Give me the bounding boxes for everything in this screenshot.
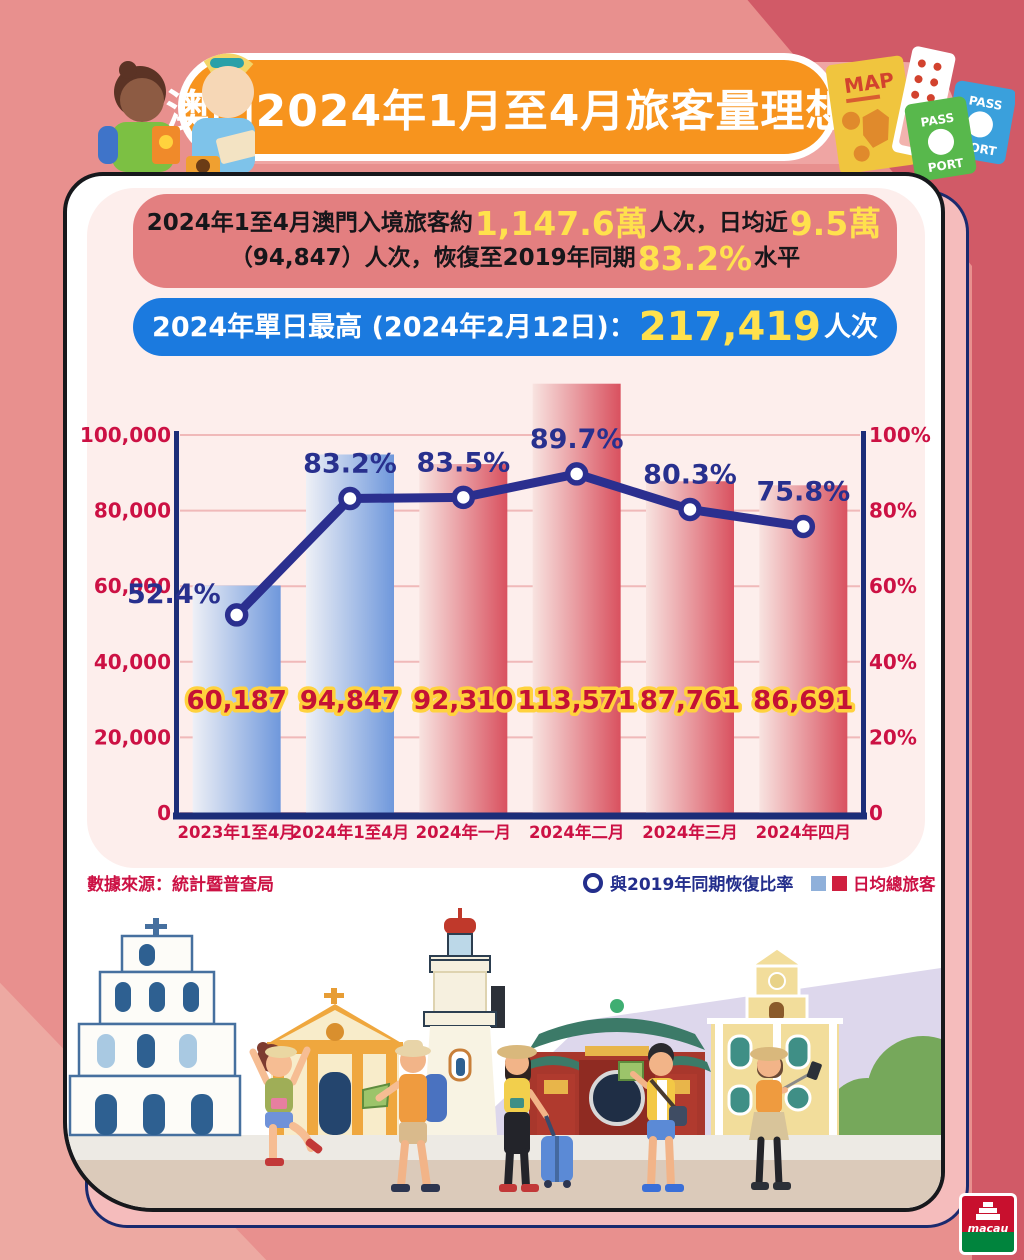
x-axis-label: 2024年三月: [642, 822, 737, 842]
red-bar-swatch: [832, 875, 847, 891]
line-marker: [564, 462, 589, 486]
bush: [867, 1036, 941, 1148]
recovery-line: [232, 469, 808, 620]
summary-text: 水平: [754, 245, 801, 271]
summary-text: 人次: [823, 311, 878, 343]
summary-text: （94,847）人次，恢復至2019年同期: [229, 245, 636, 271]
logo-wordmark: macau: [967, 1222, 1009, 1235]
data-source-label: 數據來源：統計暨普查局: [87, 875, 274, 895]
legend-line-series: 與2019年同期恢復比率: [583, 870, 793, 895]
kid-face: [120, 78, 164, 122]
title-banner: 澳門2024年1月至4月旅客量理想: [166, 53, 849, 161]
main-card: 2024年1至4月澳門入境旅客約 1,147.6萬 人次，日均近 9.5萬 （94,8…: [63, 172, 945, 1212]
svg-text:PASS: PASS: [968, 93, 1004, 113]
left-tick-label: 100,000: [80, 423, 171, 447]
right-tick-label: 100%: [869, 423, 931, 447]
svg-text:PASS: PASS: [920, 111, 956, 130]
line-marker: [451, 485, 476, 510]
svg-text:PORT: PORT: [927, 156, 965, 176]
daily-peak-box: 2024年單日最高 (2024年2月12日)： 217,419 人次: [133, 298, 897, 356]
line-marker: [678, 497, 702, 522]
macau-tourism-logo: macau: [959, 1193, 1017, 1255]
left-tick-label: 80,000: [94, 499, 171, 523]
st-dominics-building: [707, 946, 843, 1135]
yellow-chapel: [267, 988, 403, 1135]
right-tick-label: 80%: [869, 499, 917, 523]
percent-label: 83.5%: [416, 447, 510, 478]
bar-2024年三月: [646, 481, 734, 813]
x-axis-label: 2023年1至4月: [177, 822, 295, 842]
facade-glyph: [976, 1202, 1000, 1220]
travel-icons: MAP PASS PORT PASS PORT: [825, 46, 1015, 182]
x-axis-label: 2024年二月: [529, 822, 624, 842]
legend-bar-series: 日均總旅客: [811, 871, 936, 895]
line-marker: [338, 486, 362, 511]
man-face: [202, 66, 254, 118]
page-title: 澳門2024年1月至4月旅客量理想: [165, 86, 851, 137]
blue-bar-swatch: [811, 875, 826, 891]
bar-value-label: 86,691: [753, 686, 853, 716]
right-tick-label: 60%: [869, 574, 917, 598]
line-marker: [224, 603, 249, 627]
summary-text: 人次，日均近: [649, 210, 788, 236]
left-tick-label: 0: [157, 801, 171, 825]
summary-line-2: （94,847）人次，恢復至2019年同期 83.2% 水平: [133, 242, 897, 275]
passport-emblem: [159, 135, 173, 149]
bar-value-label: 60,187: [186, 686, 286, 716]
line-marker: [791, 514, 816, 539]
passport-green-icon: PASS PORT: [904, 96, 977, 182]
bar-value-label: 94,847: [300, 686, 400, 716]
right-tick-label: 0: [869, 801, 883, 825]
highlight-number: 1,147.6萬: [474, 204, 648, 243]
bar-2024年四月: [759, 485, 848, 813]
tourist-jumping-girl: [249, 1042, 323, 1166]
summary-line-1: 2024年1至4月澳門入境旅客約 1,147.6萬 人次，日均近 9.5萬: [133, 207, 897, 240]
tourists-illustration: [98, 53, 255, 175]
macau-landmarks-illustration: [67, 908, 941, 1208]
tourist-suitcase-woman: [497, 1045, 573, 1192]
left-tick-label: 20,000: [94, 725, 171, 749]
left-tick-label: 40,000: [94, 650, 171, 674]
kid-bag-strap: [98, 126, 118, 164]
ruins-st-pauls: [68, 918, 242, 1137]
bar-value-label: 87,761: [640, 686, 740, 716]
visitors-combo-chart: 0 20,000 40,000 60,000 80,000 100,000 0 20% 40% 6…: [80, 383, 931, 842]
highlight-number: 9.5萬: [789, 204, 882, 243]
legend-bar-label: 日均總旅客: [853, 875, 936, 894]
background-dark-edge: [972, 0, 1024, 1260]
bar-2024年一月: [419, 464, 508, 813]
summary-text: 2024年1至4月澳門入境旅客約: [146, 210, 473, 236]
tourist-selfie-woman: [749, 1047, 822, 1190]
bar-2024年二月: [532, 383, 621, 813]
bar-2024年1至4月: [306, 454, 394, 813]
camera-lens: [196, 159, 210, 173]
highlight-number: 217,419: [638, 304, 821, 350]
summary-box: 2024年1至4月澳門入境旅客約 1,147.6萬 人次，日均近 9.5萬 （94,8…: [133, 194, 897, 288]
percent-label: 83.2%: [303, 449, 397, 480]
tourist-backpacker: [362, 1040, 447, 1192]
percent-label: 75.8%: [756, 476, 850, 507]
kid-hair-bun: [119, 61, 137, 79]
guia-lighthouse: [423, 908, 505, 1135]
percent-label: 80.3%: [643, 459, 737, 490]
legend-line-label: 與2019年同期恢復比率: [610, 875, 794, 895]
highlight-number: 83.2%: [637, 239, 753, 278]
logo-green-band: [962, 1232, 1014, 1252]
percent-label: 52.4%: [127, 579, 221, 610]
bar-value-label: 113,571: [517, 686, 635, 716]
line-marker-icon: [583, 872, 603, 893]
x-axis-label: 2024年一月: [416, 822, 511, 842]
sunglasses-icon: [210, 58, 244, 68]
percent-label: 89.7%: [530, 424, 624, 455]
left-tick-label: 60,000: [94, 574, 171, 598]
right-tick-label: 40%: [869, 650, 917, 674]
bar-value-label: 92,310: [413, 686, 513, 716]
x-axis-label: 2024年四月: [756, 822, 851, 842]
man-map: [216, 130, 255, 164]
summary-text: 2024年單日最高 (2024年2月12日)：: [152, 311, 636, 343]
tourist-map-guy: [618, 1043, 687, 1192]
x-axis-label: 2024年1至4月: [291, 822, 409, 842]
right-tick-label: 20%: [869, 725, 917, 749]
